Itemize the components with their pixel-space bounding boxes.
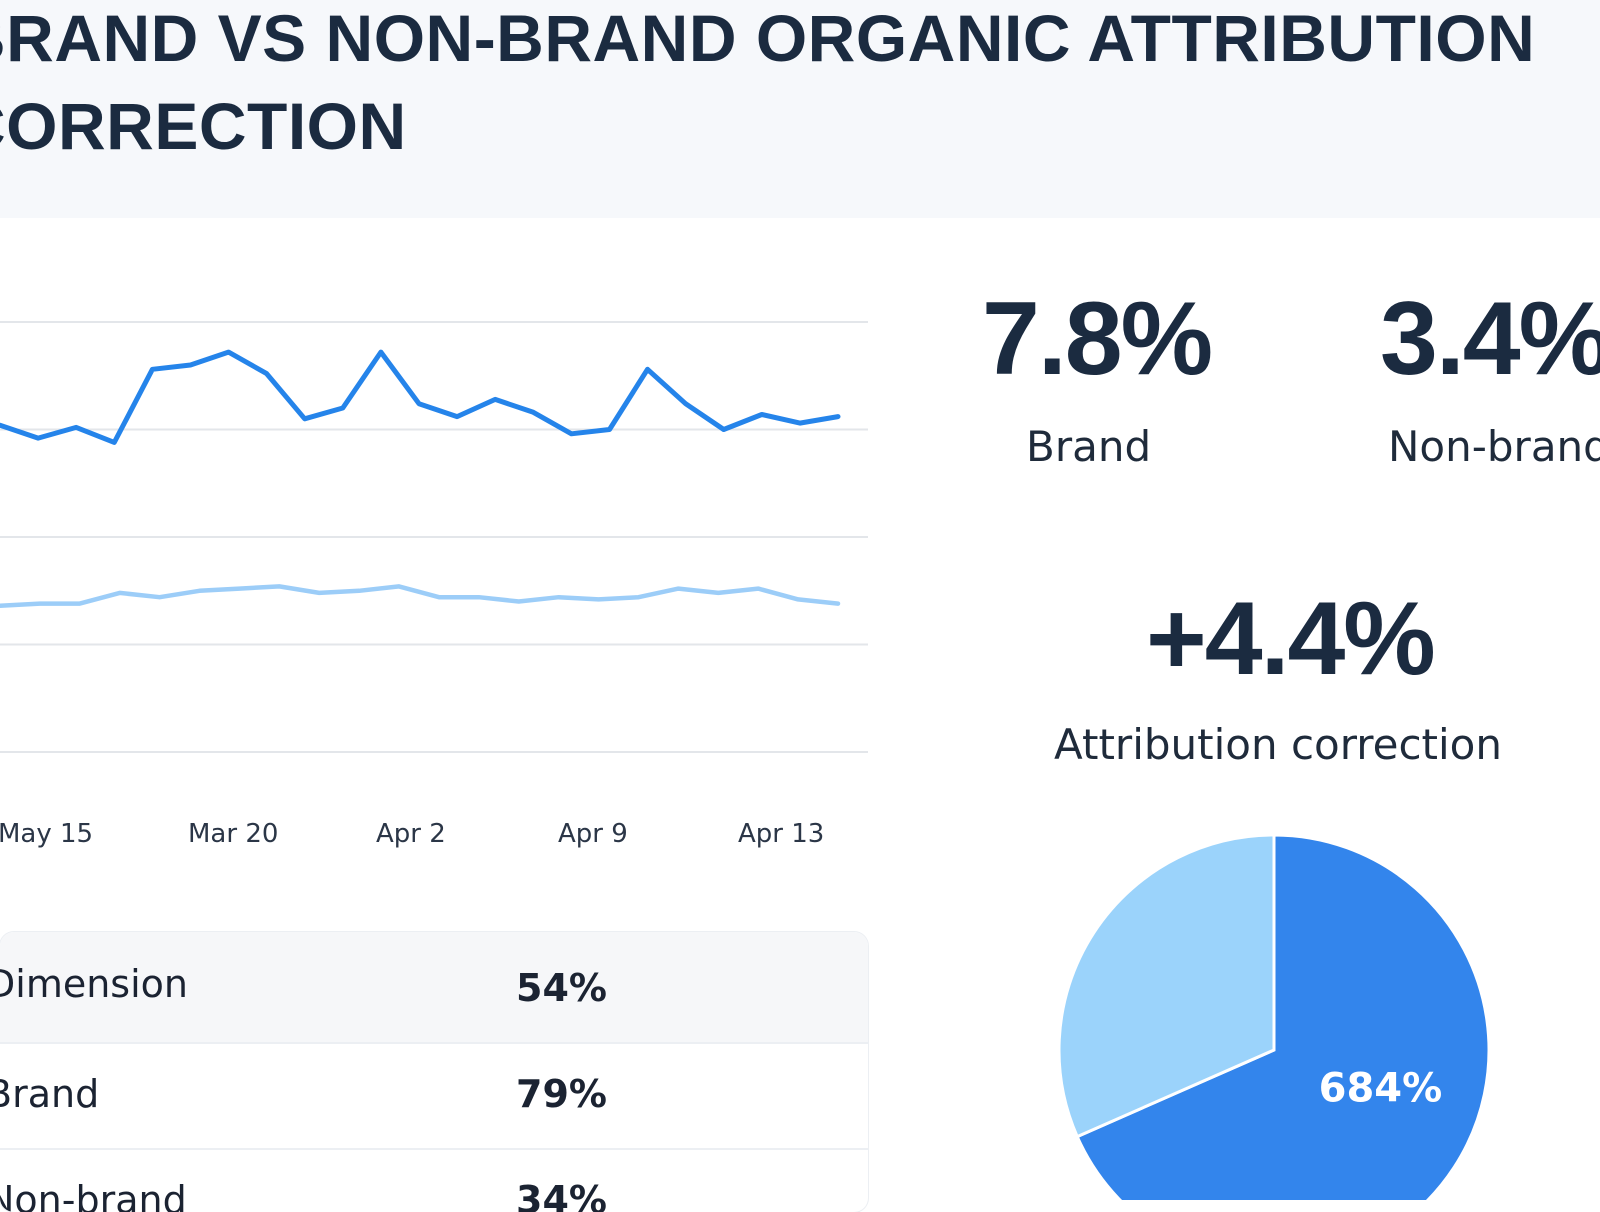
pie-slice-nonbrand (1060, 835, 1276, 1139)
brand-series-line (0, 349, 841, 445)
line-chart (0, 321, 868, 753)
table-row: Non-brand 34% (0, 1150, 868, 1212)
table-cell-label: Brand (0, 1072, 100, 1116)
summary-table: Dimension 54% Brand 79% Non-brand 34% (0, 932, 868, 1212)
nonbrand-kpi-label: Non-brand (1388, 422, 1600, 471)
table-header-row: Dimension 54% (0, 932, 868, 1044)
pie-chart: 684% (1060, 835, 1491, 1200)
nonbrand-series-line (0, 584, 841, 609)
brand-kpi-value: 7.8% (982, 281, 1213, 397)
table-cell-label: Non-brand (0, 1178, 187, 1212)
x-tick-label: May 15 (0, 819, 94, 849)
x-tick-label: Apr 9 (558, 819, 628, 849)
x-tick-label: Apr 2 (376, 819, 446, 849)
table-header-label: Dimension (0, 962, 188, 1006)
table-header-value: 54% (516, 966, 607, 1010)
nonbrand-kpi-value: 3.4% (1380, 281, 1600, 397)
correction-kpi-label: Attribution correction (1054, 720, 1502, 769)
table-cell-value: 79% (516, 1072, 607, 1116)
brand-kpi-label: Brand (1026, 422, 1152, 471)
correction-kpi-value: +4.4% (1146, 581, 1436, 697)
pie-slice-brand (1075, 835, 1491, 1200)
pie-slice-label: 684% (1319, 1065, 1443, 1111)
x-tick-label: Apr 13 (738, 819, 825, 849)
table-row: Brand 79% (0, 1044, 868, 1150)
x-tick-label: Mar 20 (188, 819, 279, 849)
table-cell-value: 34% (516, 1178, 607, 1212)
page-title: BRAND VS NON-BRAND ORGANIC ATTRIBUTION C… (0, 1, 1536, 163)
header: BRAND VS NON-BRAND ORGANIC ATTRIBUTION C… (0, 0, 1600, 218)
